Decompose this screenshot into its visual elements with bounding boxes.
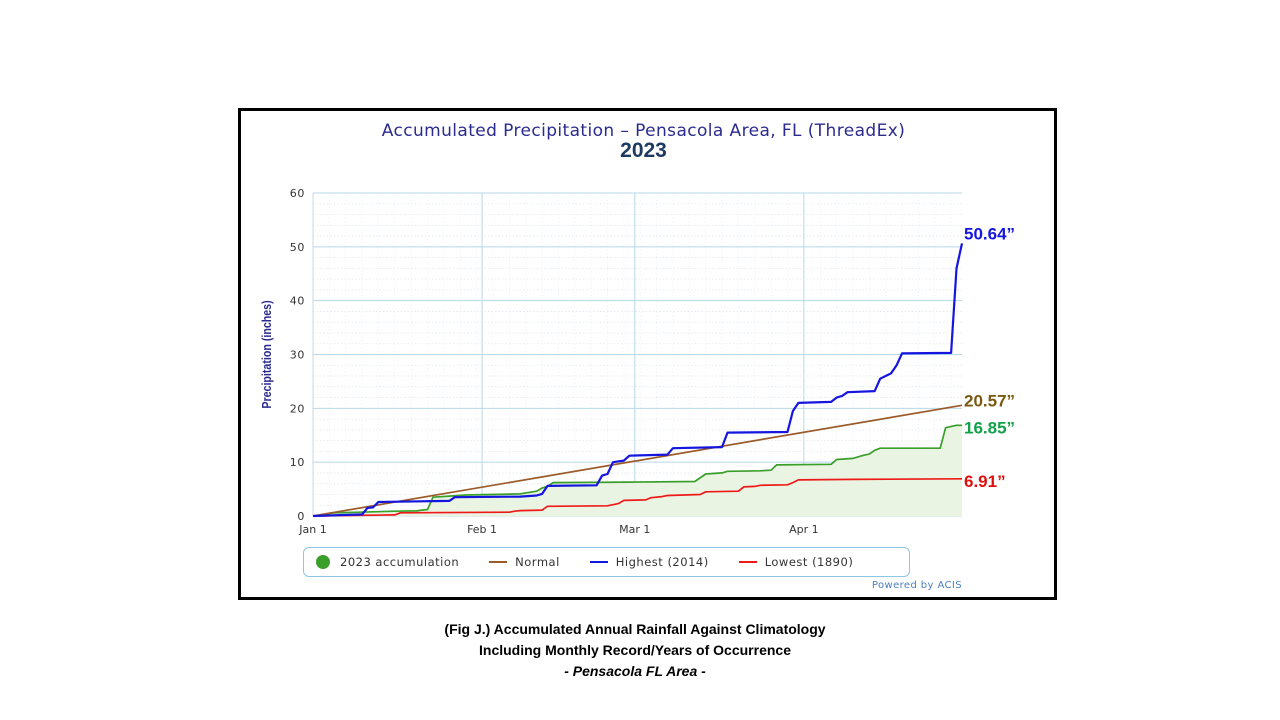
x-tick-label: Jan 1	[298, 523, 326, 536]
legend-label: Highest (2014)	[615, 555, 709, 569]
chart-frame: 0 10 20 30 40 50 60 Jan 1 Feb 1 Mar 1 Apr 1 Precipi…	[238, 108, 1057, 600]
y-tick-label: 30	[290, 349, 305, 362]
end-value-label-lowest-1890: 6.91”	[964, 472, 1006, 491]
legend-item-lowest[interactable]: Lowest (1890)	[738, 555, 854, 569]
y-axis-title: Precipitation (inches)	[259, 300, 274, 408]
legend-item-highest[interactable]: Highest (2014)	[589, 555, 709, 569]
y-tick-label: 40	[290, 295, 305, 308]
y-tick-label: 0	[297, 510, 305, 523]
series-line-highest-2014	[312, 243, 964, 518]
legend-line-icon	[738, 561, 757, 563]
series-line-2023-accumulation	[312, 424, 962, 517]
legend-line-icon	[589, 561, 608, 563]
caption-line-3: - Pensacola FL Area -	[564, 663, 706, 679]
chart-title: Accumulated Precipitation – Pensacola Ar…	[381, 121, 906, 141]
caption-line-2: Including Monthly Record/Years of Occurr…	[479, 642, 791, 658]
y-tick-label: 60	[290, 187, 305, 200]
legend-item-2023-accumulation[interactable]: 2023 accumulation	[316, 555, 459, 569]
series-area-2023-accumulation	[313, 425, 962, 516]
legend-label: Normal	[515, 555, 560, 569]
legend-dot-icon	[316, 555, 330, 569]
x-tick-label: Feb 1	[467, 523, 497, 536]
y-tick-label: 10	[290, 456, 305, 469]
end-value-label-2023-accumulation: 16.85”	[964, 418, 1015, 437]
caption-line-1: (Fig J.) Accumulated Annual Rainfall Aga…	[444, 621, 826, 637]
chart-svg: 0 10 20 30 40 50 60 Jan 1 Feb 1 Mar 1 Apr 1 Precipi…	[259, 187, 1015, 536]
chart-subtitle: 2023	[620, 139, 667, 162]
y-tick-label: 20	[290, 402, 305, 415]
x-tick-label: Apr 1	[789, 523, 819, 536]
series-line-normal	[312, 404, 963, 517]
legend-item-normal[interactable]: Normal	[489, 555, 560, 569]
x-tick-label: Mar 1	[619, 523, 650, 536]
series-line-lowest-1890	[312, 477, 963, 517]
chart-legend: 2023 accumulation Normal Highest (2014) …	[303, 547, 910, 577]
legend-label: 2023 accumulation	[340, 555, 460, 569]
acis-credit-link[interactable]: Powered by ACIS	[871, 580, 962, 591]
legend-label: Lowest (1890)	[764, 555, 854, 569]
end-value-label-highest-2014: 50.64”	[964, 224, 1015, 243]
figure-caption: (Fig J.) Accumulated Annual Rainfall Aga…	[0, 619, 1270, 682]
end-value-label-normal: 20.57”	[964, 391, 1015, 410]
y-tick-label: 50	[290, 241, 305, 254]
legend-line-icon	[489, 561, 508, 563]
